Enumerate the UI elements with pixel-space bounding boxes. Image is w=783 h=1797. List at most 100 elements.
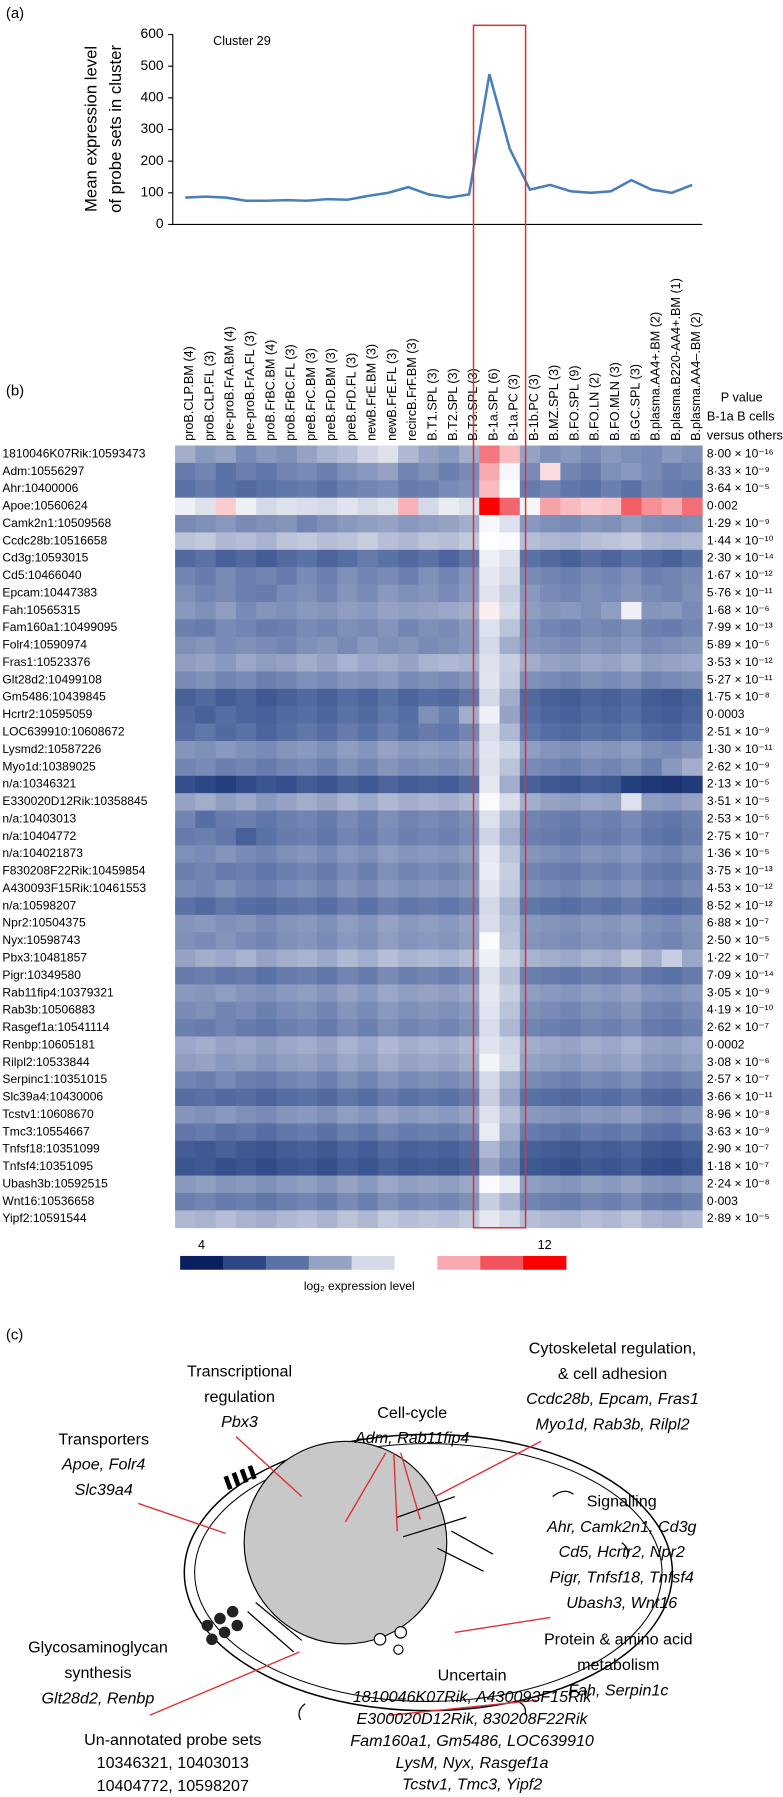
heat-cell — [600, 1192, 622, 1211]
heat-cell — [317, 515, 338, 533]
heat-cell — [418, 1001, 440, 1020]
heat-cell — [377, 497, 399, 516]
column-label: preB.FrD.FL (3) — [344, 353, 358, 441]
column-label: B.plasma.AA4–.BM (2) — [689, 312, 703, 441]
heat-cell — [600, 862, 622, 881]
heat-cell — [357, 1175, 379, 1194]
glycan-beads — [201, 1605, 243, 1646]
heat-cell — [499, 1175, 521, 1194]
heat-cell — [621, 1071, 642, 1090]
heat-cell — [621, 1019, 642, 1037]
heat-cell — [296, 827, 318, 846]
heat-cell — [215, 462, 237, 481]
heat-cell — [256, 914, 277, 933]
heat-cell — [235, 584, 257, 603]
heat-cell — [641, 810, 663, 829]
row-label: Apoe:10560624 — [2, 499, 88, 513]
heat-cell — [357, 532, 379, 551]
group-genes: Slc39a4 — [75, 1481, 133, 1499]
heat-cell — [215, 1088, 237, 1107]
heat-cell — [175, 1106, 196, 1124]
heat-cell — [235, 515, 257, 533]
heat-cell — [479, 949, 500, 968]
column-label: B.plasma.B220-AA4+.BM (1) — [669, 278, 683, 441]
heat-cell — [357, 462, 379, 481]
heat-cell — [479, 549, 500, 568]
heat-cell — [438, 845, 460, 864]
heat-cell — [357, 480, 379, 499]
heat-cell — [438, 462, 460, 481]
heat-cell — [175, 584, 196, 603]
heat-cell — [499, 1106, 521, 1124]
heat-cell — [621, 1036, 642, 1055]
heat-cell — [641, 1123, 663, 1142]
heat-cell — [398, 1210, 419, 1229]
row-label: F830208F22Rik:10459854 — [2, 864, 145, 878]
heat-cell — [661, 445, 683, 464]
heat-cell — [235, 845, 257, 864]
heat-cell — [256, 567, 277, 585]
heat-cell — [418, 827, 440, 846]
heat-cell — [276, 601, 298, 620]
heat-cell — [418, 1158, 440, 1176]
heat-cell — [357, 1106, 379, 1124]
row-label: n/a:10346321 — [2, 777, 76, 791]
heat-cell — [540, 1210, 561, 1229]
row-label: Tcstv1:10608670 — [2, 1107, 94, 1121]
heat-cell — [357, 1210, 379, 1229]
heat-cell — [256, 584, 277, 603]
heat-cell — [195, 549, 216, 568]
p-value: 0·002 — [707, 499, 738, 513]
row-label: Nyx:10598743 — [2, 933, 80, 947]
heat-cell — [398, 741, 419, 759]
heat-cell — [641, 480, 663, 499]
heat-cell — [560, 497, 581, 516]
heat-cell — [377, 636, 399, 655]
heat-cell — [175, 706, 196, 724]
heat-cell — [479, 480, 500, 499]
row-label: Adm:10556297 — [2, 464, 84, 478]
heat-cell — [398, 671, 419, 690]
heat-cell — [560, 688, 581, 707]
heat-cell — [621, 654, 642, 672]
p-value: 3·64 × 10⁻⁵ — [707, 481, 770, 495]
row-label: Rab3b:10506883 — [2, 1003, 95, 1017]
heat-cell — [235, 567, 257, 585]
row-label: Tnfsf4:10351095 — [2, 1159, 93, 1173]
heat-cell — [276, 845, 298, 864]
heat-cell — [296, 810, 318, 829]
heat-cell — [580, 793, 602, 811]
heat-cell — [458, 515, 480, 533]
heat-cell — [438, 897, 460, 916]
heat-cell — [296, 775, 318, 794]
heat-cell — [438, 445, 460, 464]
heat-cell — [317, 1123, 338, 1142]
heat-cell — [418, 532, 440, 551]
heat-cell — [580, 532, 602, 551]
heat-cell — [682, 1210, 703, 1229]
heat-cell — [499, 1036, 521, 1055]
colorbar-block — [308, 1255, 352, 1270]
heat-cell — [276, 1019, 298, 1037]
heat-cell — [499, 827, 521, 846]
heat-cell — [317, 549, 338, 568]
group-genes: Pigr, Tnfsf18, Tnfsf4 — [550, 1569, 694, 1587]
heat-cell — [215, 1036, 237, 1055]
heat-cell — [540, 793, 561, 811]
heat-cell — [256, 480, 277, 499]
heat-cell — [682, 1001, 703, 1020]
heat-cell — [540, 862, 561, 881]
heat-cell — [479, 445, 500, 464]
group-genes: Adm, Rab11fip4 — [354, 1429, 469, 1447]
heat-cell — [519, 880, 541, 898]
heat-cell — [317, 1210, 338, 1229]
heat-cell — [479, 1019, 500, 1037]
heat-cell — [682, 897, 703, 916]
heat-cell — [682, 1140, 703, 1159]
heat-cell — [641, 758, 663, 777]
heat-cell — [661, 1175, 683, 1194]
heat-cell — [682, 532, 703, 551]
y-tick-label: 400 — [141, 88, 164, 104]
heat-cell — [337, 567, 358, 585]
heat-cell — [540, 1001, 561, 1020]
